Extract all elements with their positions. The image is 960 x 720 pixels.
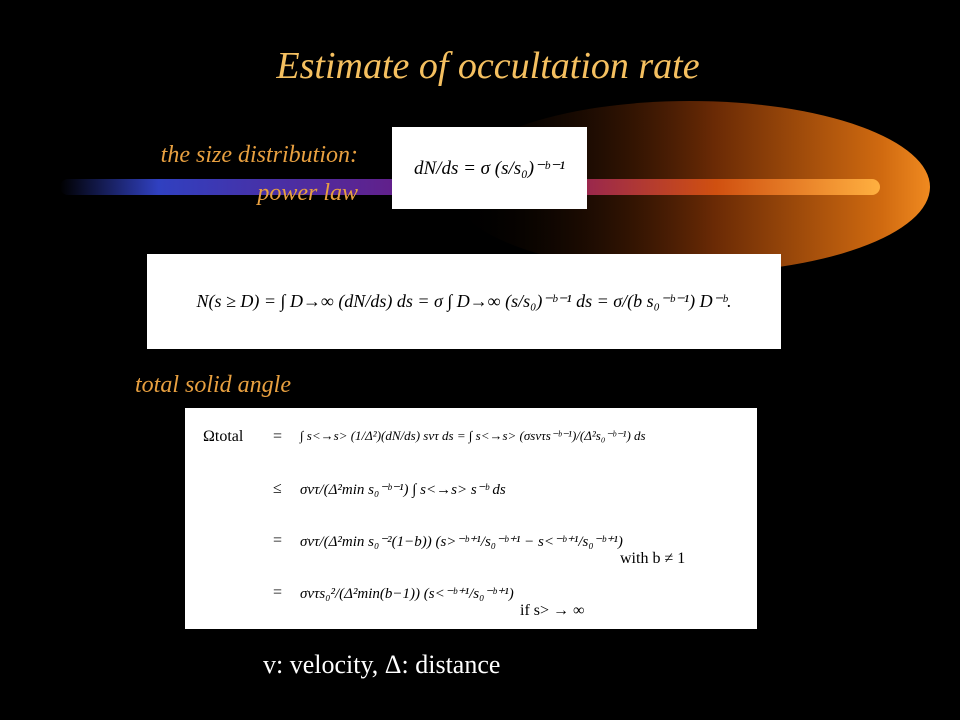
equation-relation: = [273, 532, 283, 549]
size-label: the size distribution: [160, 142, 358, 168]
equation-relation: = [273, 428, 283, 445]
equation-box: N(s ≥ D) = ∫ D→∞ (dN/ds) ds = σ ∫ D→∞ (s… [147, 254, 781, 349]
equation-condition: with b ≠ 1 [620, 550, 686, 567]
equation-condition: if s> → ∞ [520, 602, 585, 619]
equation: N(s ≥ D) = ∫ D→∞ (dN/ds) ds = σ ∫ D→∞ (s… [196, 291, 732, 311]
equation-rhs: ∫ s<→s> (1/Δ²)(dN/ds) svτ ds = ∫ s<→s> (… [300, 428, 646, 443]
equation-lhs: Ωtotal [203, 428, 244, 445]
equation-relation: = [273, 584, 283, 601]
equation: dN/ds = σ (s/s₀)⁻ᵇ⁻¹ [414, 157, 565, 179]
equation-box: dN/ds = σ (s/s₀)⁻ᵇ⁻¹ [392, 127, 587, 209]
equation-box: Ωtotal = ∫ s<→s> (1/Δ²)(dN/ds) svτ ds = ∫… [185, 408, 757, 629]
equation-rhs: σvτ/(Δ²min s₀⁻ᵇ⁻¹) ∫ s<→s> s⁻ᵇ ds [300, 482, 506, 498]
angle-label: total solid angle [135, 372, 291, 398]
size-label: power law [257, 180, 358, 206]
equation-relation: ≤ [273, 480, 282, 497]
equation-rhs: σvτ/(Δ²min s₀⁻²(1−b)) (s>⁻ᵇ⁺¹/s₀⁻ᵇ⁺¹ − s… [300, 534, 623, 550]
footer: v: velocity, Δ: distance [263, 650, 501, 679]
equation-rhs: σvτs₀²/(Δ²min(b−1)) (s<⁻ᵇ⁺¹/s₀⁻ᵇ⁺¹) [300, 586, 514, 602]
title: Estimate of occultation rate [276, 45, 700, 87]
